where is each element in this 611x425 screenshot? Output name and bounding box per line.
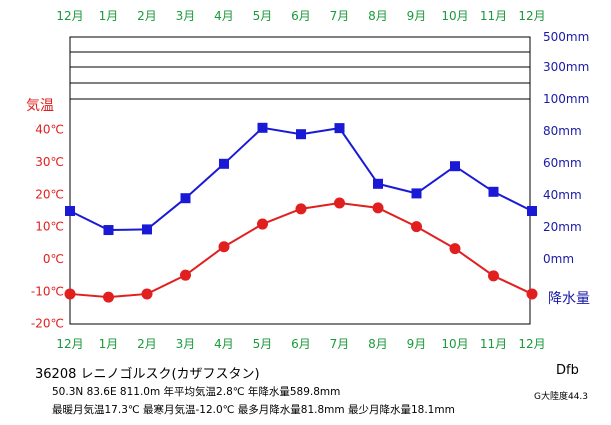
month-tick-label-top: 6月	[291, 9, 311, 23]
bottom-month-labels: 12月 1月 2月 3月 4月 5月 6月 7月 8月 9月 10月 11月 12月	[56, 337, 545, 351]
month-tick-label-bottom: 2月	[137, 337, 157, 351]
temperature-axis-title: 気温	[26, 98, 54, 114]
precipitation-point	[180, 193, 191, 204]
precipitation-point	[488, 186, 499, 197]
plot-frame	[69, 36, 531, 325]
precipitation-point	[296, 129, 306, 140]
temperature-tick-label: -20℃	[31, 317, 64, 331]
month-tick-label-top: 1月	[99, 9, 119, 23]
temperature-point	[488, 270, 499, 282]
temperature-tick-label: 0℃	[43, 252, 64, 266]
precipitation-tick-label: 80mm	[543, 124, 582, 138]
month-tick-label-top: 11月	[480, 9, 507, 23]
temperature-tick-label: 30℃	[35, 155, 64, 169]
precipitation-tick-label: 100mm	[543, 92, 589, 106]
precipitation-point	[411, 188, 422, 199]
precipitation-tick-label: 40mm	[543, 188, 582, 202]
month-tick-label-bottom: 9月	[407, 337, 427, 351]
month-tick-label-top: 12月	[56, 9, 83, 23]
precipitation-point	[257, 122, 268, 133]
precipitation-point	[334, 123, 345, 134]
month-tick-label-bottom: 6月	[291, 337, 311, 351]
month-tick-label-top: 7月	[330, 9, 350, 23]
station-stats-line-2: 最暖月気温17.3℃ 最寒月気温-12.0℃ 最多月降水量81.8mm 最少月降…	[52, 404, 455, 416]
temperature-point	[334, 197, 345, 209]
precipitation-tick-label: 300mm	[543, 60, 589, 74]
precipitation-point	[219, 158, 229, 169]
temperature-point	[180, 269, 191, 281]
temperature-point	[103, 291, 114, 303]
temperature-point	[411, 221, 422, 233]
month-tick-label-bottom: 12月	[518, 337, 545, 351]
continentality-index: G大陸度44.3	[534, 392, 589, 402]
precipitation-point	[527, 206, 537, 216]
precipitation-tick-label: 60mm	[543, 156, 582, 170]
precipitation-axis-ticks: 500mm 300mm 100mm 80mm 60mm 40mm 20mm 0mm	[543, 30, 589, 266]
month-tick-label-bottom: 3月	[176, 337, 196, 351]
month-tick-label-top: 12月	[518, 9, 545, 23]
temperature-tick-label: 40℃	[35, 123, 64, 137]
temperature-tick-label: 10℃	[35, 220, 64, 234]
month-tick-label-bottom: 5月	[253, 337, 273, 351]
month-tick-label-top: 8月	[368, 9, 388, 23]
month-tick-label-top: 3月	[176, 9, 196, 23]
precipitation-point	[103, 225, 114, 236]
temperature-axis-ticks: 40℃ 30℃ 20℃ 10℃ 0℃ -10℃ -20℃	[31, 123, 64, 331]
temperature-point	[526, 288, 538, 300]
temperature-point	[218, 241, 230, 253]
precipitation-tick-label: 500mm	[543, 30, 589, 44]
temperature-point	[141, 288, 153, 300]
temperature-point	[64, 288, 76, 300]
precipitation-point	[373, 178, 383, 189]
temperature-point	[257, 218, 268, 230]
precipitation-axis-title: 降水量	[548, 291, 590, 307]
series-layer	[64, 122, 538, 303]
temperature-point	[449, 243, 461, 255]
month-tick-label-top: 4月	[214, 9, 234, 23]
precipitation-point	[450, 161, 460, 172]
temperature-point	[295, 203, 307, 215]
precipitation-tick-label: 0mm	[543, 252, 574, 266]
station-title: 36208 レニノゴルスク(カザフスタン)	[35, 367, 260, 382]
month-tick-label-bottom: 12月	[56, 337, 83, 351]
month-tick-label-bottom: 11月	[480, 337, 507, 351]
precip-compressed-grid	[70, 36, 530, 100]
climate-classification: Dfb	[556, 363, 579, 378]
precipitation-point	[65, 206, 75, 216]
month-tick-label-bottom: 8月	[368, 337, 388, 351]
precipitation-tick-label: 20mm	[543, 220, 582, 234]
temperature-point	[372, 202, 384, 214]
month-tick-label-top: 10月	[441, 9, 468, 23]
precipitation-point	[142, 224, 152, 235]
top-month-labels: 12月 1月 2月 3月 4月 5月 6月 7月 8月 9月 10月 11月 12月	[56, 9, 545, 23]
month-tick-label-top: 5月	[253, 9, 273, 23]
month-tick-label-bottom: 4月	[214, 337, 234, 351]
temperature-tick-label: -10℃	[31, 284, 64, 298]
month-tick-label-bottom: 10月	[441, 337, 468, 351]
temperature-tick-label: 20℃	[35, 187, 64, 201]
station-stats-line-1: 50.3N 83.6E 811.0m 年平均気温2.8℃ 年降水量589.8mm	[52, 386, 341, 398]
month-tick-label-top: 9月	[407, 9, 427, 23]
month-tick-label-bottom: 1月	[99, 337, 119, 351]
month-tick-label-bottom: 7月	[330, 337, 350, 351]
month-tick-label-top: 2月	[137, 9, 157, 23]
